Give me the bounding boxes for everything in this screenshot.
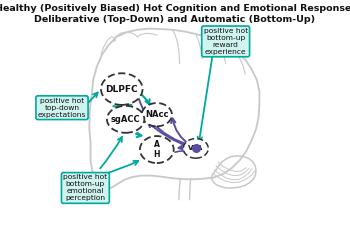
Text: Healthy (Positively Biased) Hot Cognition and Emotional Response:
Deliberative (: Healthy (Positively Biased) Hot Cognitio… — [0, 4, 350, 24]
Text: sgACC: sgACC — [111, 115, 140, 124]
Text: positive hot
bottom-up
emotional
perception: positive hot bottom-up emotional percept… — [63, 174, 107, 201]
Text: NAcc: NAcc — [145, 110, 169, 119]
Text: positive hot
bottom-up
reward
experience: positive hot bottom-up reward experience — [204, 28, 248, 55]
Text: positive hot
top-down
expectations: positive hot top-down expectations — [38, 98, 86, 118]
Ellipse shape — [140, 136, 174, 163]
Ellipse shape — [101, 73, 142, 105]
Text: DLPFC: DLPFC — [105, 84, 138, 94]
Ellipse shape — [142, 103, 172, 126]
Text: VTA: VTA — [188, 145, 203, 151]
Ellipse shape — [107, 106, 144, 133]
Ellipse shape — [183, 139, 208, 158]
Text: A
H: A H — [154, 140, 160, 159]
